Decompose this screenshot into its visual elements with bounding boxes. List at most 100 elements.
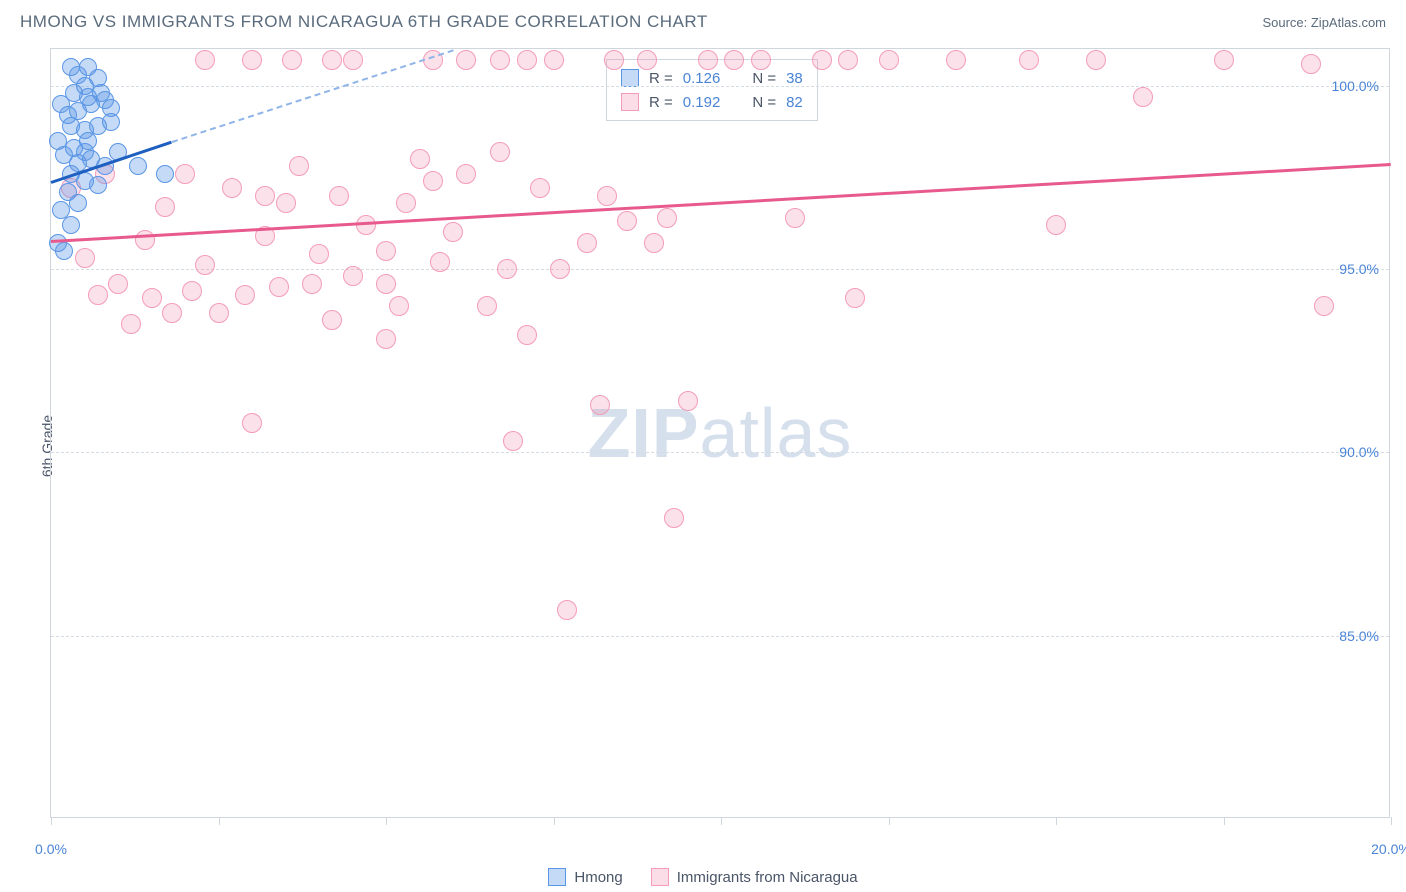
scatter-point xyxy=(517,325,537,345)
footer-legend: Hmong Immigrants from Nicaragua xyxy=(0,868,1406,886)
x-tick-mark xyxy=(51,817,52,825)
trend-line xyxy=(51,163,1391,243)
scatter-point xyxy=(222,178,242,198)
y-tick-label: 95.0% xyxy=(1339,261,1379,277)
scatter-point xyxy=(604,50,624,70)
scatter-point xyxy=(664,508,684,528)
scatter-point xyxy=(637,50,657,70)
scatter-point xyxy=(49,132,67,150)
x-tick-label: 0.0% xyxy=(35,841,67,857)
grid-line xyxy=(51,636,1389,637)
scatter-point xyxy=(617,211,637,231)
y-tick-label: 90.0% xyxy=(1339,444,1379,460)
scatter-point xyxy=(155,197,175,217)
x-tick-mark xyxy=(889,817,890,825)
scatter-point xyxy=(389,296,409,316)
x-tick-label: 20.0% xyxy=(1371,841,1406,857)
scatter-point xyxy=(55,242,73,260)
n-val-2: 82 xyxy=(786,94,803,111)
scatter-point xyxy=(282,50,302,70)
scatter-point xyxy=(698,50,718,70)
scatter-point xyxy=(644,233,664,253)
n-val-1: 38 xyxy=(786,70,803,87)
scatter-point xyxy=(544,50,564,70)
scatter-point xyxy=(812,50,832,70)
scatter-point xyxy=(477,296,497,316)
scatter-point xyxy=(590,395,610,415)
scatter-point xyxy=(443,222,463,242)
legend-swatch-pink-icon xyxy=(651,868,669,886)
scatter-point xyxy=(75,248,95,268)
x-tick-mark xyxy=(1391,817,1392,825)
scatter-point xyxy=(456,50,476,70)
scatter-point xyxy=(102,99,120,117)
legend-item-1: Hmong xyxy=(548,868,622,886)
scatter-point xyxy=(182,281,202,301)
scatter-point xyxy=(946,50,966,70)
scatter-point xyxy=(1214,50,1234,70)
scatter-point xyxy=(657,208,677,228)
scatter-point xyxy=(597,186,617,206)
x-tick-mark xyxy=(219,817,220,825)
scatter-point xyxy=(269,277,289,297)
scatter-point xyxy=(162,303,182,323)
scatter-point xyxy=(235,285,255,305)
scatter-point xyxy=(530,178,550,198)
scatter-point xyxy=(577,233,597,253)
scatter-point xyxy=(557,600,577,620)
scatter-point xyxy=(89,176,107,194)
x-tick-mark xyxy=(1224,817,1225,825)
scatter-point xyxy=(309,244,329,264)
scatter-point xyxy=(410,149,430,169)
scatter-point xyxy=(456,164,476,184)
y-tick-label: 85.0% xyxy=(1339,628,1379,644)
scatter-point xyxy=(517,50,537,70)
scatter-point xyxy=(108,274,128,294)
scatter-point xyxy=(343,266,363,286)
grid-line xyxy=(51,452,1389,453)
scatter-point xyxy=(129,157,147,175)
y-tick-label: 100.0% xyxy=(1332,78,1379,94)
scatter-point xyxy=(195,255,215,275)
scatter-point xyxy=(1133,87,1153,107)
chart-source: Source: ZipAtlas.com xyxy=(1262,15,1386,30)
scatter-point xyxy=(322,310,342,330)
scatter-point xyxy=(1301,54,1321,74)
scatter-point xyxy=(255,186,275,206)
scatter-point xyxy=(343,50,363,70)
scatter-point xyxy=(242,50,262,70)
r-label-2: R = xyxy=(649,94,673,111)
scatter-point xyxy=(242,413,262,433)
scatter-point xyxy=(376,274,396,294)
scatter-point xyxy=(879,50,899,70)
scatter-point xyxy=(490,142,510,162)
swatch-pink-icon xyxy=(621,93,639,111)
scatter-point xyxy=(423,171,443,191)
scatter-point xyxy=(396,193,416,213)
scatter-point xyxy=(376,329,396,349)
scatter-point xyxy=(1046,215,1066,235)
scatter-point xyxy=(135,230,155,250)
scatter-point xyxy=(430,252,450,272)
scatter-point xyxy=(845,288,865,308)
r-val-2: 0.192 xyxy=(683,94,721,111)
legend-label-1: Hmong xyxy=(574,869,622,886)
n-label-2: N = xyxy=(752,94,776,111)
legend-label-2: Immigrants from Nicaragua xyxy=(677,869,858,886)
scatter-point xyxy=(1019,50,1039,70)
scatter-point xyxy=(329,186,349,206)
x-tick-mark xyxy=(1056,817,1057,825)
grid-line xyxy=(51,86,1389,87)
scatter-point xyxy=(88,285,108,305)
scatter-point xyxy=(785,208,805,228)
scatter-point xyxy=(751,50,771,70)
scatter-point xyxy=(1086,50,1106,70)
scatter-point xyxy=(142,288,162,308)
scatter-point xyxy=(497,259,517,279)
scatter-point xyxy=(376,241,396,261)
legend-swatch-blue-icon xyxy=(548,868,566,886)
scatter-point xyxy=(62,216,80,234)
swatch-blue-icon xyxy=(621,69,639,87)
watermark: ZIPatlas xyxy=(588,393,853,473)
scatter-point xyxy=(503,431,523,451)
